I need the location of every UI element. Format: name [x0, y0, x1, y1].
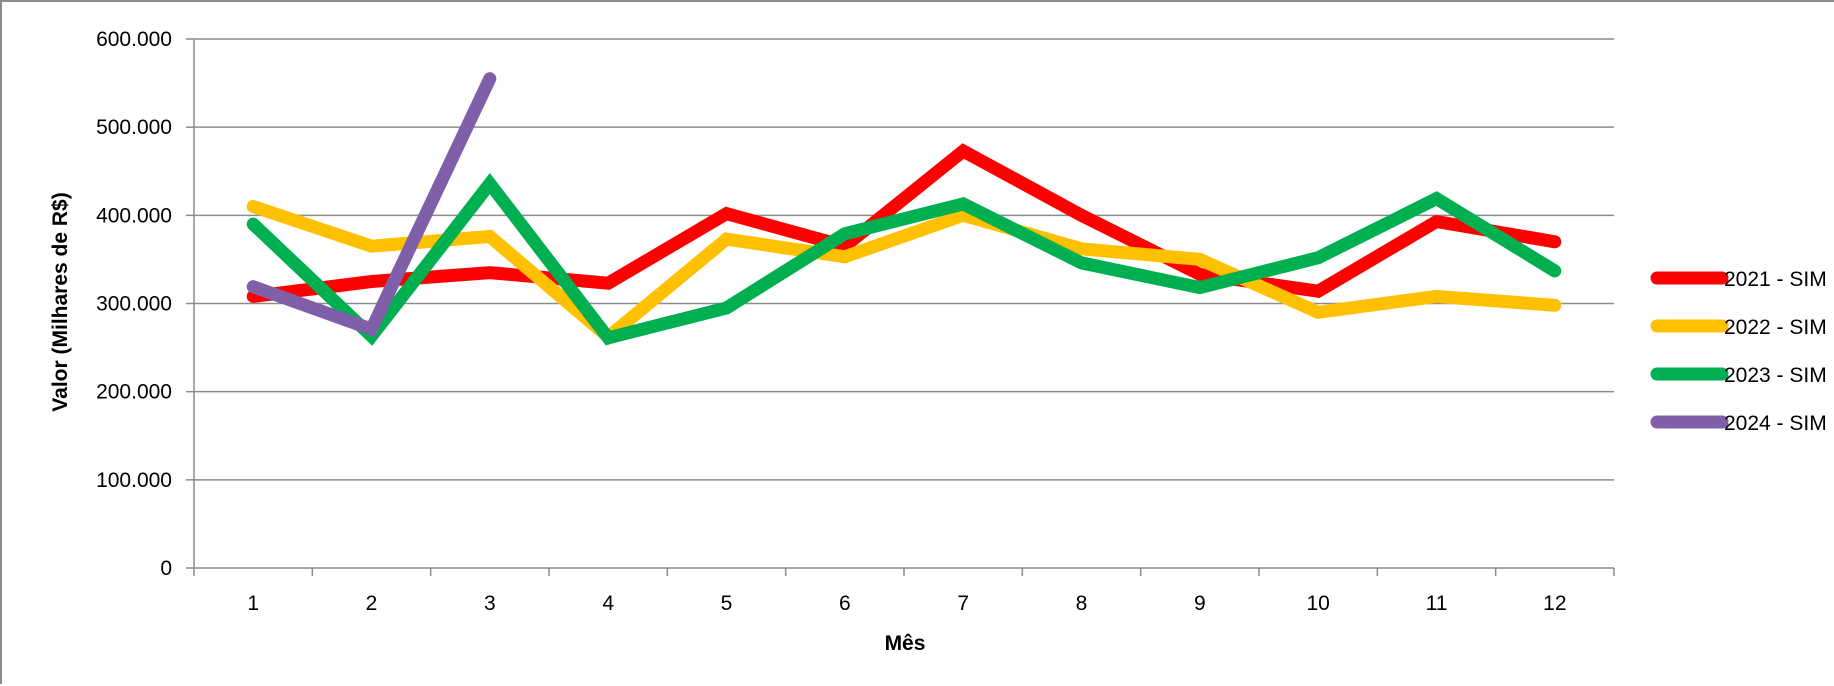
x-tick-label: 9	[1194, 592, 1206, 615]
x-axis-title: Mês	[885, 632, 926, 655]
legend: 2021 - SIM 2022 - SIM 2023 - SIM 2024 - SIM	[1650, 268, 1827, 435]
x-tick-label: 10	[1306, 592, 1329, 615]
y-tick-labels: 0 100.000 200.000 300.000 400.000 500.000 600.…	[96, 28, 172, 580]
series-line-3	[246, 172, 1562, 346]
x-tick-label: 6	[839, 592, 851, 615]
series-line-4	[246, 72, 497, 338]
series-line-2	[246, 200, 1562, 346]
x-tick-label: 4	[602, 592, 614, 615]
axes	[186, 38, 1615, 576]
x-tick-label: 1	[247, 592, 259, 615]
x-tick-label: 11	[1426, 592, 1448, 615]
x-tick-label: 3	[484, 592, 496, 615]
y-tick-label: 500.000	[96, 116, 172, 139]
y-tick-label: 400.000	[96, 204, 172, 227]
y-tick-label: 0	[160, 557, 172, 580]
x-tick-label: 2	[366, 592, 378, 615]
series-line-1	[246, 143, 1562, 303]
legend-label: 2022 - SIM	[1724, 316, 1827, 339]
legend-label: 2024 - SIM	[1724, 412, 1827, 435]
x-tick-labels: 1 2 3 4 5 6 7 8 9 10 11 12	[247, 592, 1566, 615]
legend-label: 2023 - SIM	[1724, 364, 1827, 387]
y-tick-label: 200.000	[96, 381, 172, 404]
x-tick-label: 12	[1543, 592, 1566, 615]
x-tick-label: 7	[957, 592, 969, 615]
y-tick-label: 300.000	[96, 293, 172, 316]
x-tick-label: 8	[1076, 592, 1088, 615]
series-lines	[246, 72, 1562, 346]
y-axis-title: Valor (Milhares de R$)	[49, 192, 72, 411]
y-tick-label: 100.000	[96, 469, 172, 492]
y-tick-label: 600.000	[96, 28, 172, 51]
x-tick-label: 5	[721, 592, 733, 615]
legend-label: 2021 - SIM	[1724, 268, 1827, 291]
